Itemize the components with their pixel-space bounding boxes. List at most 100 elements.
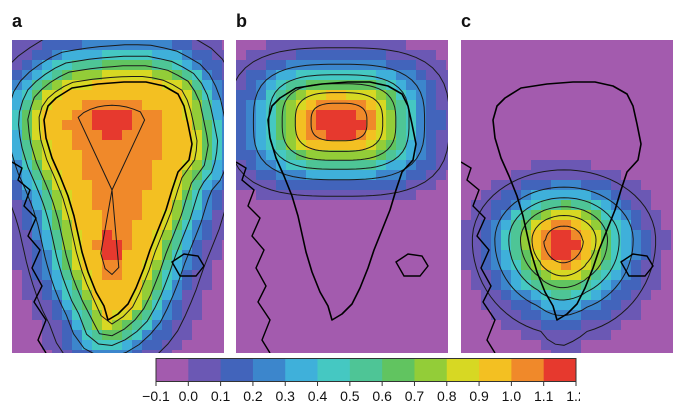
heatmap-cell xyxy=(346,170,357,181)
heatmap-cell xyxy=(491,270,502,281)
heatmap-cell xyxy=(631,260,642,271)
heatmap-cell xyxy=(541,160,552,171)
heatmap-cell xyxy=(531,230,542,241)
heatmap-cell xyxy=(551,110,562,121)
heatmap-cell xyxy=(222,320,224,331)
heatmap-cell xyxy=(491,280,502,291)
heatmap-cell xyxy=(212,320,223,331)
heatmap-cell xyxy=(491,240,502,251)
heatmap-cell xyxy=(671,160,673,171)
heatmap-cell xyxy=(601,350,612,353)
heatmap-cell xyxy=(621,340,632,351)
heatmap-cell xyxy=(471,350,482,353)
canada-coastline xyxy=(236,161,271,353)
heatmap-cell xyxy=(611,130,622,141)
greenland-coastline xyxy=(492,81,642,321)
heatmap-cell xyxy=(246,340,257,351)
heatmap-cell xyxy=(661,310,672,321)
heatmap-cell xyxy=(541,50,552,61)
heatmap-cell xyxy=(406,70,417,81)
heatmap-cell xyxy=(172,230,183,241)
heatmap-cell xyxy=(152,300,163,311)
heatmap-cell xyxy=(12,240,23,251)
heatmap-cell xyxy=(446,50,448,61)
heatmap-cell xyxy=(491,70,502,81)
heatmap-cell xyxy=(356,60,367,71)
heatmap-cell xyxy=(671,300,673,311)
heatmap-cell xyxy=(621,220,632,231)
heatmap-cell xyxy=(42,290,53,301)
heatmap-cell xyxy=(162,120,173,131)
heatmap-cell xyxy=(92,340,103,351)
heatmap-cell xyxy=(296,300,307,311)
heatmap-cell xyxy=(561,90,572,101)
heatmap-cell xyxy=(286,70,297,81)
heatmap-cell xyxy=(286,280,297,291)
heatmap-cell xyxy=(591,350,602,353)
heatmap-cell xyxy=(326,70,337,81)
heatmap-cell xyxy=(386,100,397,111)
heatmap-cell xyxy=(162,320,173,331)
heatmap-cell xyxy=(52,320,63,331)
heatmap-cell xyxy=(72,290,83,301)
heatmap-cell xyxy=(426,150,437,161)
heatmap-cell xyxy=(366,260,377,271)
heatmap-cell xyxy=(122,320,133,331)
heatmap-cell xyxy=(396,140,407,151)
heatmap-cell xyxy=(142,300,153,311)
heatmap-cell xyxy=(266,210,277,221)
heatmap-cell xyxy=(446,260,448,271)
colorbar-swatch xyxy=(414,358,448,382)
heatmap-cell xyxy=(631,190,642,201)
heatmap-cell xyxy=(651,160,662,171)
heatmap-cell xyxy=(661,280,672,291)
heatmap-cell xyxy=(601,170,612,181)
heatmap-cell xyxy=(436,270,447,281)
heatmap-cell xyxy=(212,70,223,81)
heatmap-cell xyxy=(52,280,63,291)
heatmap-cell xyxy=(591,180,602,191)
heatmap-cell xyxy=(286,100,297,111)
heatmap-cell xyxy=(152,250,163,261)
heatmap-cell xyxy=(366,320,377,331)
heatmap-cell xyxy=(326,190,337,201)
heatmap-cell xyxy=(531,220,542,231)
heatmap-cell xyxy=(641,300,652,311)
heatmap-cell xyxy=(571,40,582,51)
heatmap-cell xyxy=(12,70,23,81)
heatmap-cell xyxy=(152,350,163,353)
heatmap-cell xyxy=(621,250,632,261)
heatmap-cell xyxy=(212,100,223,111)
heatmap-cell xyxy=(102,220,113,231)
heatmap-cell xyxy=(336,70,347,81)
heatmap-cell xyxy=(326,150,337,161)
heatmap-cell xyxy=(521,260,532,271)
heatmap-cell xyxy=(212,260,223,271)
heatmap-cell xyxy=(326,110,337,121)
heatmap-cell xyxy=(561,110,572,121)
heatmap-cell xyxy=(62,250,73,261)
heatmap-cell xyxy=(92,190,103,201)
heatmap-cell xyxy=(501,100,512,111)
heatmap-cell xyxy=(62,180,73,191)
heatmap-cell xyxy=(471,330,482,341)
heatmap-cell xyxy=(531,350,542,353)
heatmap-cell xyxy=(52,170,63,181)
heatmap-cell xyxy=(92,50,103,61)
heatmap-cell xyxy=(162,340,173,351)
heatmap-cell xyxy=(12,180,23,191)
heatmap-cell xyxy=(222,140,224,151)
heatmap-cell xyxy=(346,100,357,111)
heatmap-cell xyxy=(491,130,502,141)
heatmap-cell xyxy=(202,230,213,241)
heatmap-cell xyxy=(316,220,327,231)
heatmap-cell xyxy=(306,230,317,241)
heatmap-cell xyxy=(521,50,532,61)
heatmap-cell xyxy=(102,70,113,81)
heatmap-cell xyxy=(172,260,183,271)
heatmap-cell xyxy=(436,250,447,261)
heatmap-cell xyxy=(521,210,532,221)
heatmap-cell xyxy=(591,80,602,91)
heatmap-cell xyxy=(132,90,143,101)
heatmap-cell xyxy=(306,50,317,61)
